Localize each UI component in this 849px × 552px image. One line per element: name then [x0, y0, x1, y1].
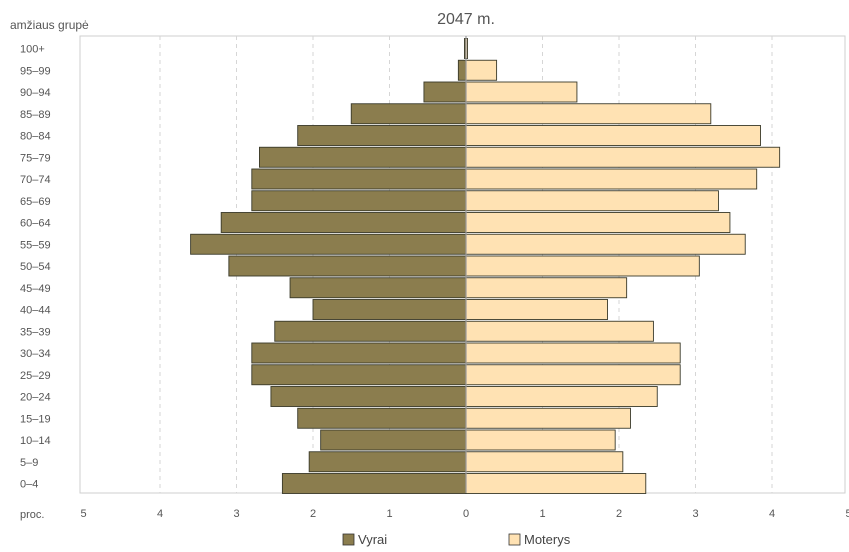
- bar-vyrai: [259, 146, 467, 168]
- bar-moterys: [465, 168, 758, 190]
- age-group-label: 45–49: [20, 283, 51, 295]
- age-group-label: 25–29: [20, 370, 51, 382]
- bar-vyrai: [251, 342, 467, 364]
- bar-moterys: [465, 190, 719, 212]
- bar-vyrai: [350, 103, 467, 125]
- age-group-labels: 100+ 95–99 90–94 85–89 80–84 75–79 70–74 65–69 6…: [20, 44, 51, 491]
- bars-group: [190, 36, 781, 494]
- x-tick-label: 0: [463, 508, 469, 520]
- bar-moterys: [465, 429, 616, 451]
- bar-moterys: [465, 386, 658, 407]
- bar-vyrai: [423, 81, 467, 103]
- x-tick-label: 3: [233, 508, 239, 520]
- age-group-label: 75–79: [20, 152, 51, 164]
- age-group-label: 50–54: [20, 261, 51, 273]
- bar-vyrai: [228, 255, 467, 277]
- x-tick-label: 1: [539, 508, 545, 520]
- bar-vyrai: [274, 320, 467, 342]
- age-group-label: 90–94: [20, 87, 51, 99]
- legend-label-moterys: Moterys: [524, 532, 571, 547]
- legend-label-vyrai: Vyrai: [358, 532, 387, 547]
- age-group-label: 10–14: [20, 435, 51, 447]
- bar-moterys: [465, 125, 761, 146]
- x-tick-label: 4: [769, 508, 775, 520]
- age-group-label: 65–69: [20, 196, 51, 208]
- age-group-label: 15–19: [20, 413, 51, 425]
- bar-vyrai: [220, 212, 467, 233]
- x-tick-label: 1: [386, 508, 392, 520]
- bar-moterys: [465, 233, 746, 255]
- bar-vyrai: [270, 386, 467, 407]
- bar-moterys: [465, 103, 712, 125]
- x-tick-label: 5: [80, 508, 86, 520]
- bar-vyrai: [251, 364, 467, 386]
- bar-vyrai: [251, 190, 467, 212]
- bar-vyrai: [312, 299, 467, 320]
- x-axis-label: proc.: [20, 509, 44, 521]
- age-group-label: 70–74: [20, 174, 51, 186]
- bar-moterys: [465, 212, 731, 233]
- bar-moterys: [465, 255, 700, 277]
- chart-title: 2047 m.: [437, 11, 495, 28]
- bar-vyrai: [289, 277, 467, 299]
- age-group-label: 85–89: [20, 109, 51, 121]
- bar-moterys: [465, 320, 654, 342]
- x-tick-label: 5: [845, 508, 849, 520]
- bar-moterys: [465, 364, 681, 386]
- bar-vyrai: [457, 59, 467, 81]
- bar-moterys: [465, 81, 578, 103]
- age-group-label: 100+: [20, 44, 45, 56]
- bar-moterys: [465, 277, 628, 299]
- age-group-label: 80–84: [20, 131, 51, 143]
- age-group-label: 0–4: [20, 479, 38, 491]
- x-tick-label: 4: [157, 508, 163, 520]
- bar-moterys: [465, 407, 631, 429]
- bar-moterys: [465, 473, 647, 494]
- bar-moterys: [465, 146, 781, 168]
- age-group-label: 30–34: [20, 348, 51, 360]
- bar-moterys: [465, 451, 624, 473]
- age-group-label: 95–99: [20, 65, 51, 77]
- x-tick-label: 2: [616, 508, 622, 520]
- bar-moterys: [465, 59, 498, 81]
- bar-vyrai: [281, 473, 467, 494]
- bar-vyrai: [308, 451, 467, 473]
- bar-moterys: [465, 299, 608, 320]
- x-tick-label: 3: [692, 508, 698, 520]
- age-group-label: 35–39: [20, 326, 51, 338]
- y-axis-label: amžiaus grupė: [10, 18, 89, 32]
- age-group-label: 60–64: [20, 218, 51, 230]
- age-group-label: 20–24: [20, 392, 51, 404]
- bar-vyrai: [297, 407, 467, 429]
- age-group-label: 5–9: [20, 457, 38, 469]
- legend-swatch-moterys: [508, 533, 521, 546]
- bar-vyrai: [251, 168, 467, 190]
- x-tick-label: 2: [310, 508, 316, 520]
- bar-moterys: [465, 342, 681, 364]
- age-group-label: 55–59: [20, 239, 51, 251]
- bar-vyrai: [320, 429, 467, 451]
- age-group-label: 40–44: [20, 305, 51, 317]
- x-tick-labels: 5 4 3 2 1 0 1 2 3 4 5: [80, 508, 849, 520]
- legend: Vyrai Moterys: [342, 532, 571, 547]
- legend-swatch-vyrai: [342, 533, 355, 546]
- bar-vyrai: [190, 233, 467, 255]
- bar-vyrai: [297, 125, 467, 146]
